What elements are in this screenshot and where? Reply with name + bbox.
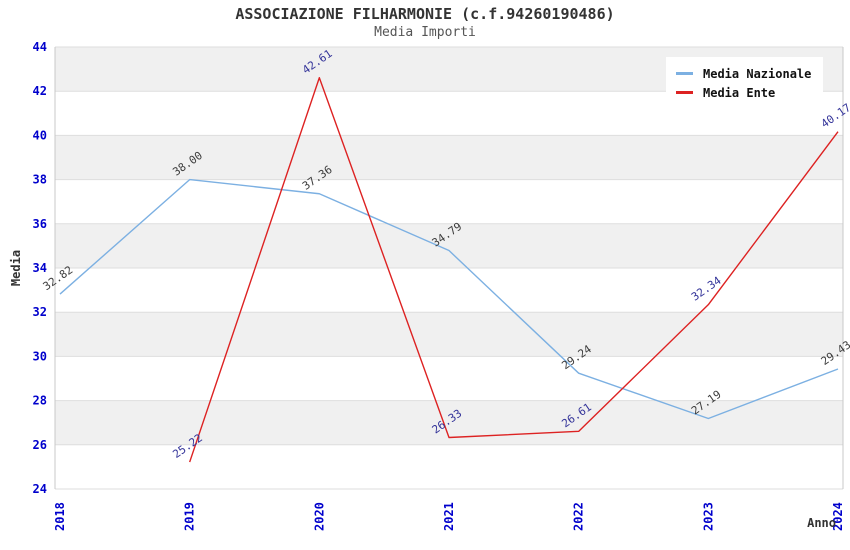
series-line-media-ente — [189, 77, 839, 463]
line-swatch-media-ente — [676, 91, 693, 94]
legend-item-media-nazionale: Media Nazionale — [676, 64, 811, 83]
x-tick-label: 2024 — [831, 502, 845, 531]
y-tick-label: 32 — [33, 305, 47, 319]
data-point-label: 40.17 — [819, 101, 850, 131]
y-tick-label: 44 — [33, 40, 47, 54]
y-tick-label: 26 — [33, 438, 47, 452]
legend-label: Media Nazionale — [703, 66, 812, 81]
x-tick-label: 2019 — [183, 502, 197, 531]
y-tick-label: 40 — [33, 128, 47, 142]
x-tick-label: 2022 — [572, 502, 586, 531]
y-tick-label: 36 — [33, 217, 47, 231]
legend-label: Media Ente — [703, 85, 776, 100]
y-tick-label: 38 — [33, 173, 47, 187]
chart-subtitle: Media Importi — [374, 25, 476, 40]
y-tick-label: 28 — [33, 394, 47, 408]
data-point-label: 32.34 — [689, 274, 724, 304]
line-swatch-media-nazionale — [676, 72, 693, 75]
x-axis-title: Anno — [807, 516, 836, 530]
y-tick-label: 34 — [33, 261, 47, 275]
x-tick-label: 2020 — [312, 502, 326, 531]
x-tick-label: 2023 — [701, 502, 715, 531]
x-tick-label: 2018 — [53, 502, 67, 531]
plot-band — [55, 135, 843, 180]
series-line-media-nazionale — [59, 178, 839, 420]
legend-item-media-ente: Media Ente — [676, 83, 811, 102]
x-tick-label: 2021 — [442, 502, 456, 531]
y-tick-label: 24 — [33, 482, 47, 496]
y-axis-title: Media — [9, 250, 23, 286]
y-tick-label: 30 — [33, 349, 47, 363]
chart-legend: Media Nazionale Media Ente — [666, 57, 824, 109]
y-tick-label: 42 — [33, 84, 47, 98]
chart-title: ASSOCIAZIONE FILHARMONIE (c.f.9426019048… — [235, 5, 615, 23]
plot-band — [55, 312, 843, 357]
plot-band — [55, 223, 843, 268]
